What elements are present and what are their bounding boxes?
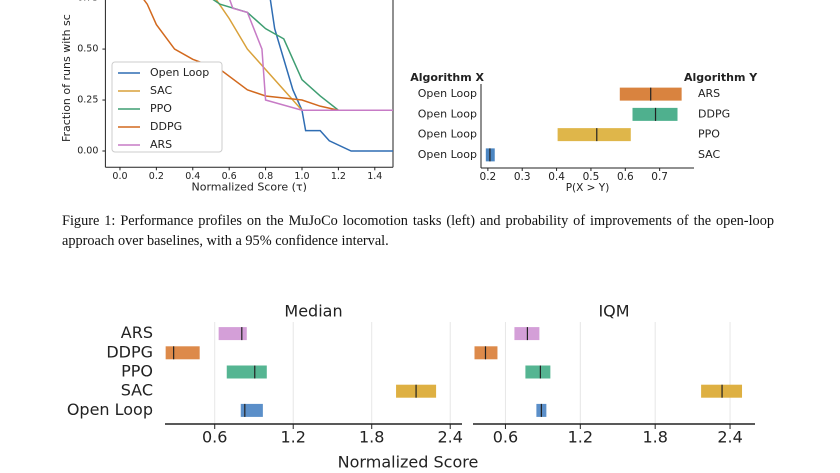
x-tick-label: 1.8 xyxy=(642,428,667,447)
x-tick-label: 0.4 xyxy=(185,171,200,182)
y-tick-label: 0.00 xyxy=(77,145,98,156)
y-tick-label: 0.50 xyxy=(77,44,98,55)
x-axis-label: Normalized Score (τ) xyxy=(192,180,307,193)
interval-bar xyxy=(240,403,263,417)
chart-title: Median xyxy=(284,302,342,321)
category-label: DDPG xyxy=(106,342,153,361)
interval-bar xyxy=(226,365,267,379)
algorithm-y-label: PPO xyxy=(698,128,720,141)
x-tick-label: 0.6 xyxy=(617,171,634,183)
x-tick-label: 0.6 xyxy=(493,428,518,447)
y-tick-label: 0.25 xyxy=(77,95,98,106)
interval-bar xyxy=(218,327,247,341)
interval-bar xyxy=(525,365,551,379)
left-header: Algorithm X xyxy=(410,71,484,84)
right-header: Algorithm Y xyxy=(684,71,758,84)
legend-label: Open Loop xyxy=(150,66,209,79)
algorithm-x-label: Open Loop xyxy=(418,87,477,100)
algorithm-y-label: DDPG xyxy=(698,107,730,120)
algorithm-x-label: Open Loop xyxy=(418,128,477,141)
algorithm-x-label: Open Loop xyxy=(418,107,477,120)
x-tick-label: 1.4 xyxy=(367,171,382,182)
legend-label: SAC xyxy=(150,84,173,97)
category-label: Open Loop xyxy=(67,400,153,419)
algorithm-x-label: Open Loop xyxy=(418,148,477,161)
x-tick-label: 0.4 xyxy=(548,171,565,183)
x-tick-label: 0.2 xyxy=(149,171,164,182)
x-tick-label: 0.7 xyxy=(651,171,668,183)
category-label: ARS xyxy=(121,323,153,342)
x-axis-label: P(X > Y) xyxy=(566,182,610,194)
x-tick-label: 1.2 xyxy=(280,428,305,447)
x-tick-label: 0.2 xyxy=(480,171,497,183)
x-tick-label: 0.6 xyxy=(202,428,227,447)
series-line xyxy=(212,0,393,111)
shared-x-label: Normalized Score xyxy=(338,453,479,472)
algorithm-y-label: SAC xyxy=(698,148,721,161)
category-label: SAC xyxy=(121,381,153,400)
legend-label: DDPG xyxy=(150,120,182,133)
legend-label: ARS xyxy=(150,138,172,151)
interval-bar xyxy=(165,346,200,360)
x-tick-label: 0.6 xyxy=(222,171,237,182)
legend-box xyxy=(111,61,223,153)
interval-bar xyxy=(557,128,631,142)
x-tick-label: 0.8 xyxy=(258,171,273,182)
x-tick-label: 2.4 xyxy=(437,428,462,447)
series-line xyxy=(143,0,393,111)
x-tick-label: 1.0 xyxy=(294,171,309,182)
chart-title: IQM xyxy=(598,302,629,321)
x-tick-label: 1.8 xyxy=(359,428,384,447)
y-tick-label: 0.75 xyxy=(77,0,98,4)
y-axis-label: Fraction of runs with sc xyxy=(60,14,73,142)
x-tick-label: 0.0 xyxy=(112,171,127,182)
x-tick-label: 0.5 xyxy=(583,171,600,183)
x-tick-label: 0.3 xyxy=(514,171,531,183)
x-tick-label: 1.2 xyxy=(568,428,593,447)
x-tick-label: 1.2 xyxy=(331,171,346,182)
legend-label: PPO xyxy=(150,102,172,115)
series-line xyxy=(229,0,393,111)
series-line xyxy=(215,0,393,111)
plot-area xyxy=(143,0,393,152)
algorithm-y-label: ARS xyxy=(698,87,720,100)
caption: Figure 1: Performance profiles on the Mu… xyxy=(62,213,774,249)
category-label: PPO xyxy=(121,362,153,381)
x-tick-label: 2.4 xyxy=(717,428,742,447)
